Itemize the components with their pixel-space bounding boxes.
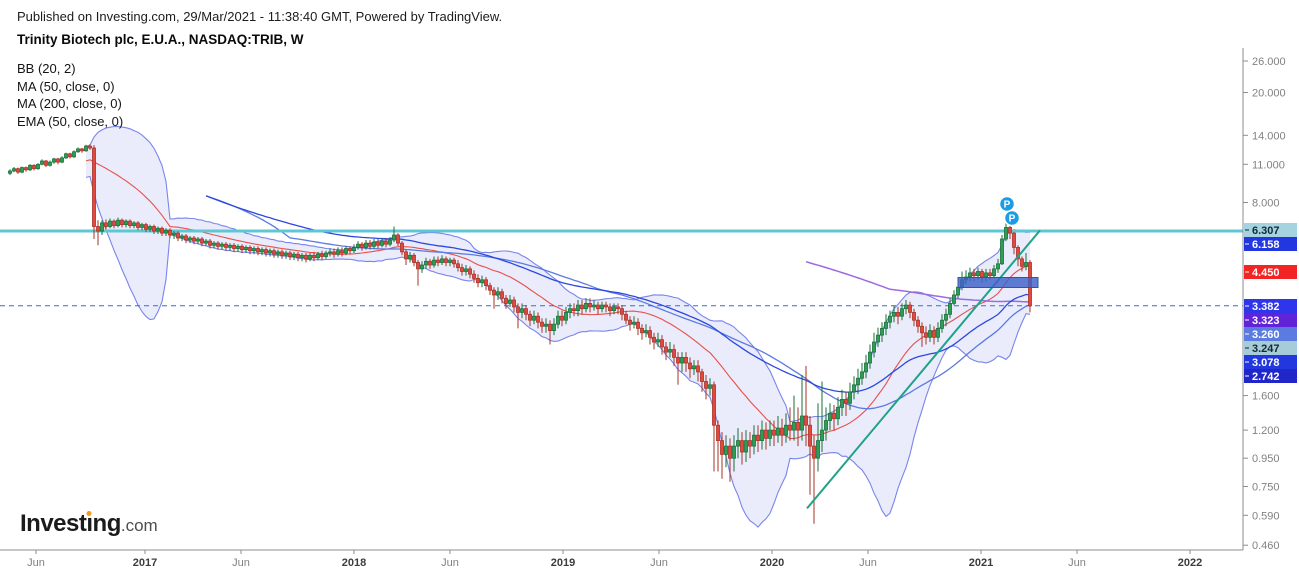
published-line: Published on Investing.com, 29/Mar/2021 … (17, 9, 503, 24)
price-label-box (1244, 341, 1297, 355)
time-tick-label: 2020 (760, 557, 784, 569)
time-tick-label: Jun (441, 557, 459, 569)
price-label-text: 3.260 (1252, 329, 1280, 341)
pin-marker-p-2[interactable]: P (1003, 209, 1021, 227)
ema-50-line (205, 195, 1031, 393)
time-tick-label: Jun (1068, 557, 1086, 569)
time-tick-label: Jun (859, 557, 877, 569)
price-label-box (1244, 355, 1297, 369)
price-label-text: 2.742 (1252, 371, 1280, 383)
logo-orange-dot-i: ı (86, 510, 93, 537)
price-label-text: 6.158 (1252, 239, 1280, 251)
time-tick-label: Jun (27, 557, 45, 569)
price-tick-label: 0.460 (1252, 540, 1280, 552)
price-tick-label: 1.600 (1252, 391, 1280, 403)
indicator-label-ma200[interactable]: MA (200, close, 0) (17, 96, 122, 112)
time-tick-label: 2019 (551, 557, 575, 569)
price-axis[interactable]: 26.000 20.000 14.000 11.000 8.000 1.600 1.200 0… (1243, 56, 1286, 552)
chart-title: Trinity Biotech plc, E.U.A., NASDAQ:TRIB… (17, 32, 304, 47)
price-label-box (1244, 237, 1297, 251)
investing-logo: Investıng.com (20, 510, 158, 537)
time-tick-label: Jun (232, 557, 250, 569)
price-label-text: 3.382 (1252, 301, 1280, 313)
price-tick-label: 0.750 (1252, 482, 1280, 494)
pin-marker-letter: P (1004, 200, 1011, 211)
price-label-box (1244, 313, 1297, 327)
price-label-box (1244, 265, 1297, 279)
indicator-label-bb[interactable]: BB (20, 2) (17, 61, 76, 76)
price-label-stack: 6.307 6.158 4.450 3.382 3.323 3.260 3.247 3.078… (1244, 223, 1297, 383)
indicator-label-ma50[interactable]: MA (50, close, 0) (17, 78, 115, 94)
indicator-legend: BB (20, 2) MA (50, close, 0) MA (200, cl… (17, 60, 123, 130)
ma-200-line (805, 260, 1031, 303)
price-tick-label: 20.000 (1252, 88, 1286, 100)
candles-layer (8, 144, 1032, 524)
price-tick-label: 26.000 (1252, 56, 1286, 68)
price-tick-label: 0.590 (1252, 510, 1280, 522)
price-label-text: 4.450 (1252, 267, 1280, 279)
pin-marker-letter: P (1009, 214, 1016, 225)
price-label-text: 6.307 (1252, 225, 1280, 237)
bollinger-basis-line (85, 159, 1031, 440)
pin-marker-p-1[interactable]: P (998, 195, 1016, 213)
time-tick-label: 2018 (342, 557, 366, 569)
price-tick-label: 1.200 (1252, 425, 1280, 437)
price-label-text: 3.078 (1252, 357, 1280, 369)
ma-50-line (205, 195, 1031, 410)
price-tick-label: 14.000 (1252, 130, 1286, 142)
time-tick-label: Jun (650, 557, 668, 569)
price-tick-label: 11.000 (1252, 159, 1285, 171)
price-tick-label: 0.950 (1252, 453, 1280, 465)
time-axis[interactable]: Jun 2017 Jun 2018 Jun 2019 Jun 2020 Jun 2021 Jun 20… (27, 550, 1202, 569)
support-zone-rect[interactable] (957, 277, 1039, 288)
price-label-box (1244, 223, 1297, 237)
price-label-text: 3.323 (1252, 315, 1280, 327)
indicator-label-ema50[interactable]: EMA (50, close, 0) (17, 113, 124, 129)
price-label-box (1244, 369, 1297, 383)
ascending-trend-line[interactable] (806, 229, 1041, 510)
time-tick-label: 2021 (969, 557, 993, 569)
price-label-text: 3.247 (1252, 343, 1280, 355)
price-label-box (1244, 299, 1297, 313)
time-tick-label: 2017 (133, 557, 157, 569)
price-tick-label: 8.000 (1252, 198, 1280, 210)
price-label-box (1244, 327, 1297, 341)
bollinger-lower-line (85, 175, 1031, 528)
time-tick-label: 2022 (1178, 557, 1202, 569)
